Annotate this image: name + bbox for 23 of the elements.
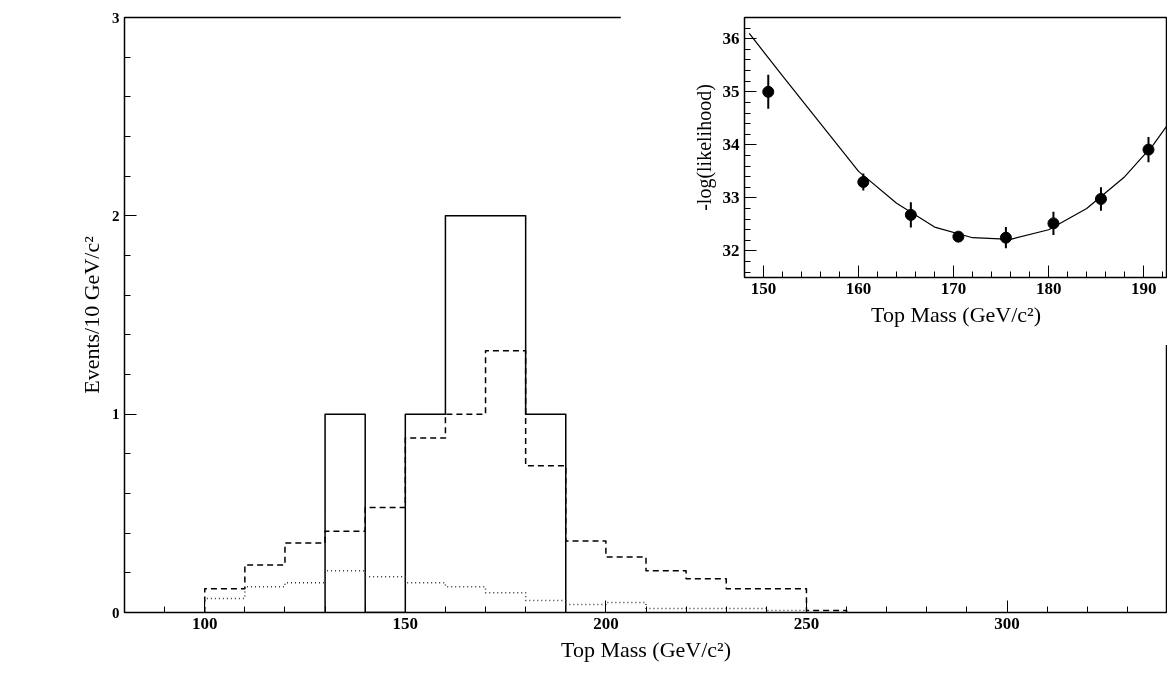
y-tick-label: 36 — [722, 29, 740, 49]
y-tick-label: 34 — [722, 135, 740, 155]
x-tick-label: 180 — [1035, 278, 1062, 298]
y-tick-label: 0 — [112, 604, 120, 621]
x-axis-title: Top Mass (GeV/c²) — [870, 301, 1042, 327]
y-tick-label: 1 — [112, 406, 120, 423]
x-axis-title: Top Mass (GeV/c²) — [560, 636, 732, 662]
x-tick-label: 160 — [845, 278, 872, 298]
y-tick-label: 35 — [722, 82, 740, 102]
y-tick-label: 3 — [112, 9, 120, 26]
y-axis-title: -log(likelihood) — [692, 84, 716, 211]
x-tick-label: 150 — [750, 278, 777, 298]
x-tick-label: 190 — [1130, 278, 1157, 298]
x-tick-label: 250 — [793, 613, 820, 633]
x-tick-label: 200 — [593, 613, 619, 633]
x-tick-label: 170 — [940, 278, 967, 298]
x-tick-label: 100 — [191, 613, 218, 633]
x-tick-label: 150 — [392, 613, 419, 633]
y-tick-label: 33 — [722, 188, 740, 208]
y-tick-label: 2 — [112, 207, 120, 224]
x-tick-label: 300 — [994, 613, 1020, 633]
y-axis-title: Events/10 GeV/c² — [79, 235, 104, 394]
y-tick-label: 32 — [722, 241, 740, 261]
